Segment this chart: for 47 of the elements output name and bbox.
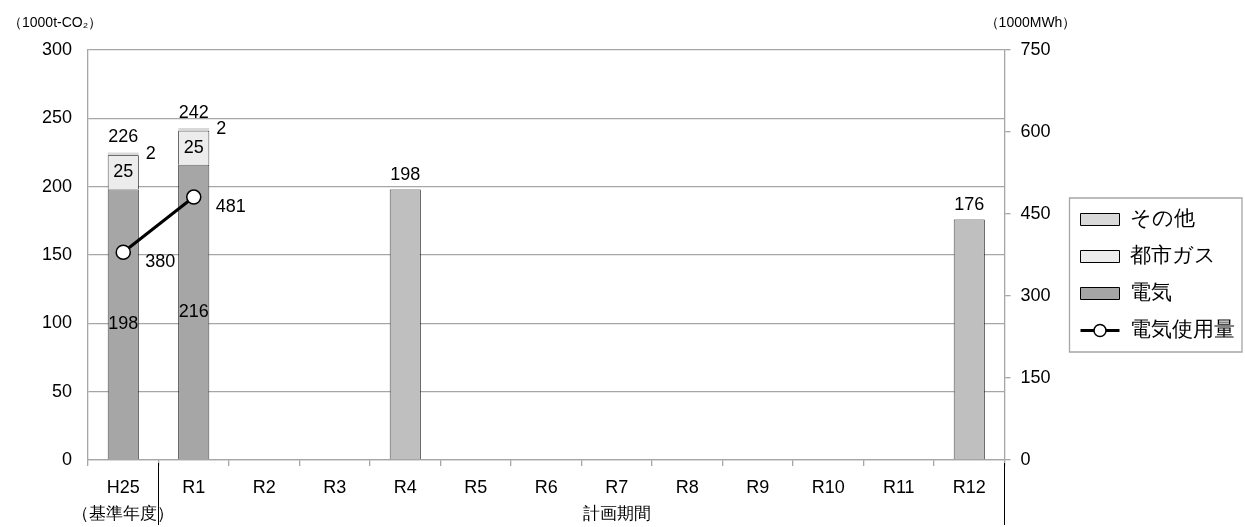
y-tick-label: 300 — [41, 38, 72, 59]
x-tick-label: R4 — [393, 476, 417, 497]
y-tick-label: 100 — [41, 312, 72, 333]
x-tick-label: R2 — [252, 476, 276, 497]
x-tick-label: R3 — [323, 476, 347, 497]
y-axis-title: （1000t-CO₂） — [8, 13, 103, 30]
data-label: 25 — [113, 161, 134, 182]
data-label: 25 — [183, 136, 204, 157]
legend-label: 都市ガス — [1130, 243, 1216, 267]
text: 計画期間 — [582, 503, 651, 523]
y-tick-label: 0 — [61, 448, 72, 469]
data-label: 198 — [108, 313, 139, 334]
legend-label: その他 — [1130, 206, 1195, 230]
x-tick-label: R1 — [182, 476, 206, 497]
x-tick-label: R11 — [882, 476, 915, 497]
y2-axis-title: （1000MWh） — [984, 13, 1077, 30]
y2-tick-label: 150 — [1020, 366, 1051, 387]
y2-tick-label: 450 — [1020, 202, 1051, 223]
x-tick-label: R7 — [605, 476, 629, 497]
legend-label: 電気 — [1130, 280, 1172, 304]
total-label: 226 — [108, 126, 139, 147]
bar — [178, 127, 210, 131]
y2-tick-label: 750 — [1020, 38, 1051, 59]
total-label: 242 — [178, 101, 209, 122]
data-label: 2 — [145, 142, 156, 163]
text: （基準年度） — [72, 503, 175, 523]
data-label: 380 — [145, 251, 176, 272]
x-tick-label: R8 — [675, 476, 699, 497]
data-label: 481 — [215, 196, 246, 217]
x-tick-label: R5 — [464, 476, 488, 497]
y2-tick-label: 0 — [1020, 448, 1031, 469]
y-tick-label: 50 — [51, 380, 72, 401]
x-tick-label: R6 — [534, 476, 558, 497]
y-tick-label: 200 — [41, 175, 72, 196]
y2-tick-label: 600 — [1020, 120, 1051, 141]
y-tick-label: 250 — [41, 107, 72, 128]
data-label: 2 — [216, 118, 227, 139]
data-label: 198 — [390, 164, 421, 185]
x-tick-label: R12 — [952, 476, 986, 497]
data-label: 216 — [178, 301, 209, 322]
legend-label: 電気使用量 — [1130, 317, 1235, 341]
x-tick-label: R10 — [811, 476, 845, 497]
y2-tick-label: 300 — [1020, 284, 1051, 305]
data-label: 176 — [954, 194, 985, 215]
y-tick-label: 150 — [41, 243, 72, 264]
x-tick-label: R9 — [746, 476, 770, 497]
x-tick-label: H25 — [106, 476, 140, 497]
